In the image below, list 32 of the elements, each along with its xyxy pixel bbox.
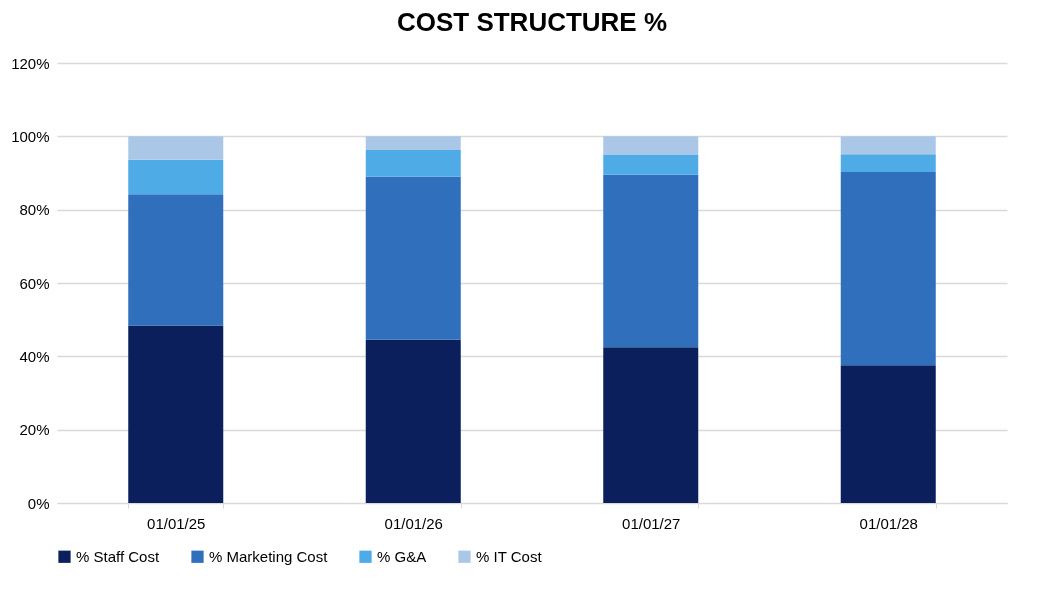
y-tick-label: 80% xyxy=(19,201,50,219)
bar xyxy=(603,136,699,156)
legend-label: % Marketing Cost xyxy=(209,547,329,565)
bar xyxy=(840,136,936,155)
x-tick-label: 01/01/27 xyxy=(622,514,681,532)
bar xyxy=(840,171,936,366)
x-tick-label: 01/01/25 xyxy=(147,514,206,532)
bar xyxy=(128,194,224,326)
y-tick-label: 20% xyxy=(19,421,50,439)
legend-label: % G&A xyxy=(377,547,427,565)
chart-title: COST STRUCTURE % xyxy=(396,7,668,37)
y-tick-label: 0% xyxy=(27,494,50,512)
bar xyxy=(128,136,224,160)
y-tick-label: 60% xyxy=(19,274,50,292)
bar xyxy=(603,174,699,348)
bar xyxy=(840,154,936,172)
bar xyxy=(365,339,461,503)
bar xyxy=(128,325,224,503)
bar xyxy=(603,347,699,503)
y-tick-label: 100% xyxy=(11,127,50,145)
bar xyxy=(840,365,936,503)
bar xyxy=(365,176,461,340)
bar xyxy=(603,155,699,175)
legend-label: % IT Cost xyxy=(476,547,543,565)
y-tick-label: 40% xyxy=(19,347,50,365)
legend-label: % Staff Cost xyxy=(76,547,160,565)
x-tick-label: 01/01/26 xyxy=(384,514,443,532)
bar xyxy=(365,136,461,150)
y-tick-label: 120% xyxy=(11,54,50,72)
x-tick-label: 01/01/28 xyxy=(859,514,918,532)
bar xyxy=(365,149,461,177)
bar xyxy=(128,159,224,195)
